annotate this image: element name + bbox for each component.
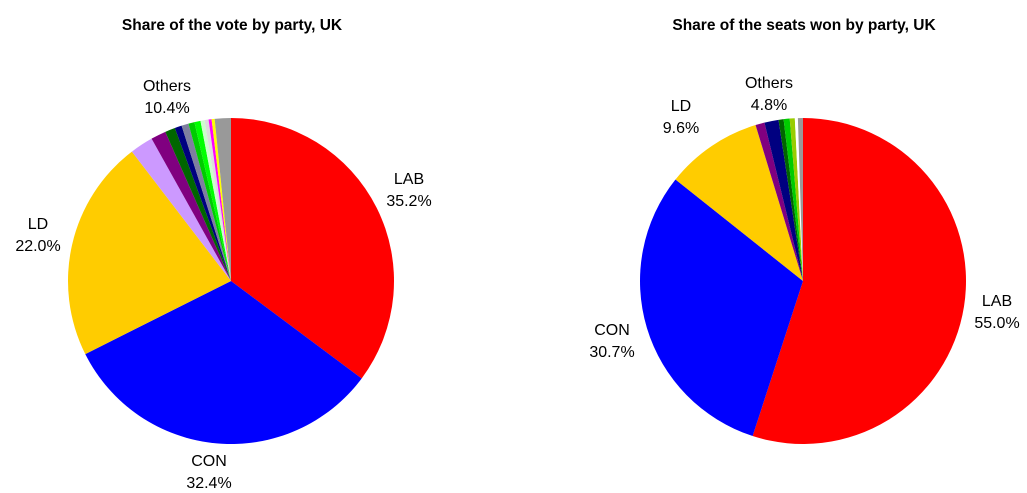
vote-slice-other-3 — [131, 138, 231, 281]
vote-slice-other-14 — [214, 117, 231, 281]
vote-slice-other-6 — [174, 125, 231, 281]
seat-slice-other-9 — [797, 118, 803, 281]
seat-slice-other-4 — [764, 119, 803, 281]
seat-slice-other-3 — [755, 122, 803, 282]
seat-slice-other-5 — [778, 119, 803, 281]
vote-slice-ld — [67, 151, 232, 355]
seat-pie — [640, 118, 967, 444]
vote-label-others-pct: 10.4% — [144, 100, 189, 117]
seat-chart-title: Share of the seats won by party, UK — [672, 17, 936, 34]
vote-label-lab-pct: 35.2% — [386, 193, 431, 210]
vote-label-con-pct: 32.4% — [186, 475, 231, 492]
vote-slice-other-12 — [208, 119, 231, 281]
vote-label-lab-name: LAB — [394, 171, 424, 188]
vote-slice-lab — [231, 118, 395, 379]
seat-slice-other-7 — [789, 118, 803, 282]
seat-label-con-name: CON — [594, 322, 630, 339]
seat-label-others-pct: 4.8% — [751, 97, 787, 114]
seat-slice-ld — [675, 125, 803, 281]
vote-slice-other-10 — [200, 120, 231, 281]
seat-share-chart: Share of the seats won by party, UK LAB … — [589, 17, 1020, 444]
vote-slice-other-5 — [165, 127, 231, 282]
seat-slice-other-8 — [794, 118, 803, 281]
vote-slice-other-8 — [188, 122, 231, 282]
seat-slice-lab — [752, 118, 967, 444]
vote-label-con-name: CON — [191, 453, 227, 470]
seat-label-lab-pct: 55.0% — [974, 315, 1019, 332]
vote-slice-other-7 — [181, 123, 231, 281]
vote-pie — [67, 117, 395, 445]
seat-label-lab-name: LAB — [982, 293, 1012, 310]
vote-share-chart: Share of the vote by party, UK LAB 35.2%… — [15, 17, 431, 492]
vote-chart-title: Share of the vote by party, UK — [122, 17, 343, 34]
seat-slice-con — [640, 179, 803, 437]
vote-slice-other-9 — [194, 120, 231, 281]
seat-slice-other-6 — [783, 118, 803, 281]
seat-label-ld-pct: 9.6% — [663, 120, 699, 137]
seat-label-ld-name: LD — [671, 98, 691, 115]
vote-label-others-name: Others — [143, 78, 191, 95]
vote-label-ld-name: LD — [28, 216, 48, 233]
vote-slice-other-11 — [204, 119, 231, 281]
vote-slice-other-13 — [211, 118, 231, 281]
vote-label-ld-pct: 22.0% — [15, 238, 60, 255]
vote-slice-other-4 — [151, 131, 231, 281]
seat-label-con-pct: 30.7% — [589, 344, 634, 361]
seat-label-others-name: Others — [745, 75, 793, 92]
vote-slice-con — [85, 281, 362, 445]
